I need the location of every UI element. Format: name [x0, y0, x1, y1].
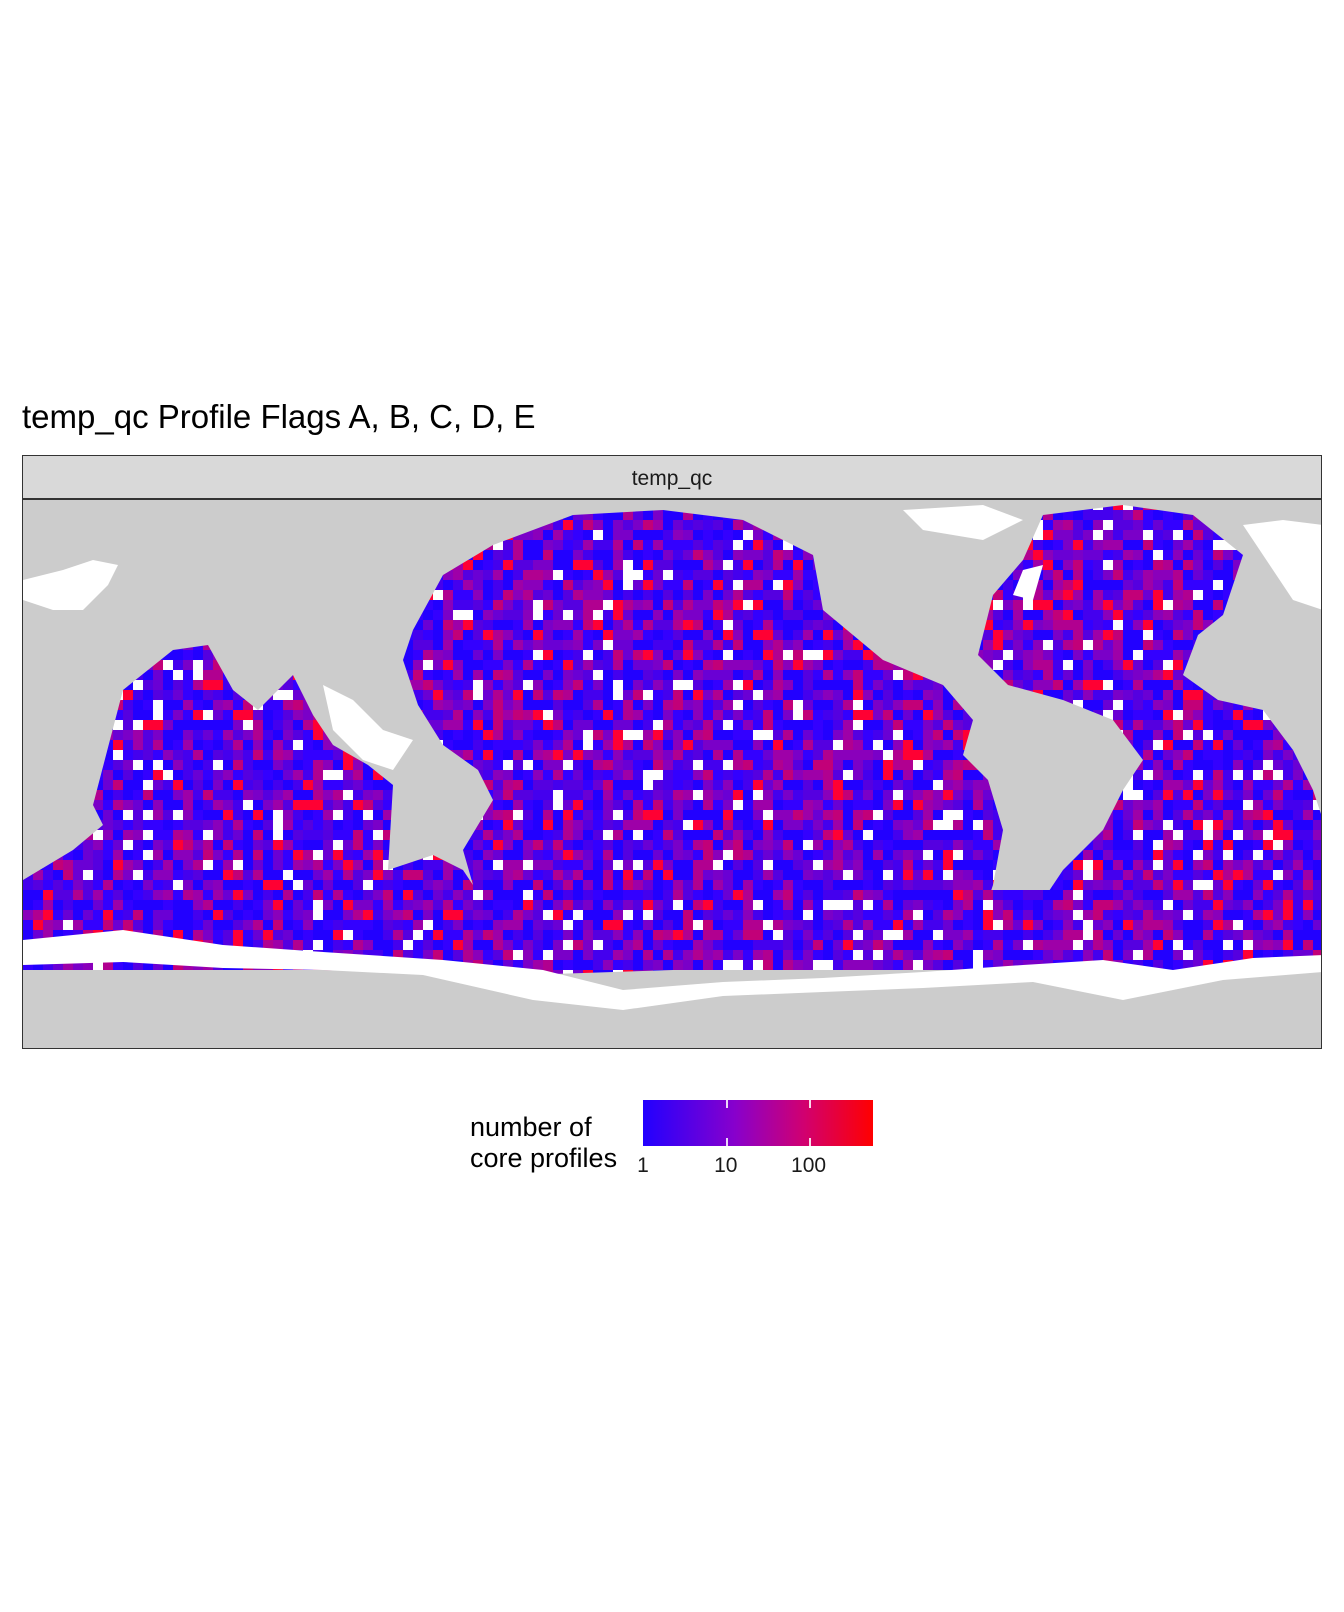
- arctic-ice-right: [903, 505, 1023, 540]
- profile-density-map: [23, 500, 1321, 1048]
- legend-title-line1: number of: [470, 1112, 592, 1142]
- legend-tick-label: 100: [791, 1154, 827, 1177]
- legend-title-line2: core profiles: [470, 1143, 618, 1173]
- legend-tick-mark: [808, 1100, 811, 1146]
- arctic-ice-far-right: [1243, 520, 1321, 610]
- chart-title: temp_qc Profile Flags A, B, C, D, E: [22, 398, 536, 435]
- antarctic-ice-edge: [23, 930, 1321, 1010]
- indonesian-seas: [323, 685, 413, 770]
- arctic-ice-left: [23, 560, 118, 610]
- legend-title: number of core profiles: [470, 1112, 617, 1174]
- map-panel: [22, 499, 1322, 1049]
- legend-colorbar: [643, 1100, 873, 1146]
- no-data-regions: [23, 505, 1321, 1010]
- legend-tick-label: 10: [714, 1154, 738, 1177]
- legend-tick-label: 1: [637, 1154, 649, 1177]
- legend-tick-mark: [725, 1100, 728, 1146]
- facet-strip: temp_qc: [22, 455, 1322, 499]
- facet-label: temp_qc: [631, 467, 713, 490]
- hudson-bay: [1013, 565, 1043, 600]
- color-legend: number of core profiles 1 10 100: [470, 1100, 890, 1190]
